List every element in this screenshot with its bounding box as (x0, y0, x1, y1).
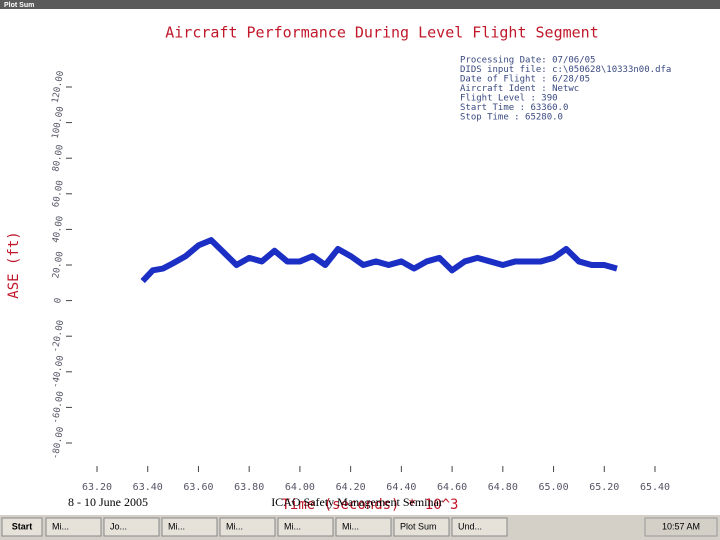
info-line: Aircraft Ident : Netwc (460, 84, 579, 94)
button-label: Jo... (110, 521, 127, 531)
y-tick-label: 100.00 (51, 106, 66, 140)
task-button[interactable]: Mi... (277, 517, 334, 537)
info-line: Date of Flight : 6/28/05 (460, 75, 590, 85)
task-button[interactable]: Mi... (161, 517, 218, 537)
button-frame (161, 517, 218, 537)
x-axis-label: Time (seconds) * 10^3 (281, 497, 458, 513)
x-tick-label: 63.80 (234, 482, 264, 493)
button-frame (1, 517, 43, 537)
button-frame (103, 517, 160, 537)
task-button[interactable]: Mi... (219, 517, 276, 537)
task-button[interactable]: Jo... (103, 517, 160, 537)
task-button[interactable]: Und... (451, 517, 508, 537)
data-line (140, 237, 618, 284)
button-label: Plot Sum (400, 521, 437, 531)
button-label: Mi... (342, 521, 359, 531)
button-label: Start (12, 521, 33, 531)
button-frame (335, 517, 392, 537)
y-tick-label: -60.00 (51, 391, 66, 425)
x-tick-label: 64.80 (488, 482, 518, 493)
title-bar (0, 0, 720, 9)
button-label: Und... (458, 521, 482, 531)
info-line: Stop Time : 65280.0 (460, 113, 563, 123)
clock: 10:57 AM (662, 521, 700, 531)
task-button[interactable]: Mi... (335, 517, 392, 537)
x-tick-label: 64.20 (336, 482, 366, 493)
y-tick-label: 40.00 (51, 215, 66, 243)
x-tick-label: 63.40 (133, 482, 163, 493)
button-label: Mi... (284, 521, 301, 531)
button-frame (393, 517, 450, 537)
x-tick-label: 64.60 (437, 482, 467, 493)
x-tick-label: 65.00 (538, 482, 568, 493)
chart-title: Aircraft Performance During Level Flight… (165, 24, 598, 42)
x-tick-label: 63.20 (82, 482, 112, 493)
tray (644, 517, 718, 537)
info-line: DIDS input file: c:\050628\10333n00.dfa (460, 65, 671, 75)
y-tick-label: 20.00 (51, 251, 66, 279)
x-tick-label: 65.40 (640, 482, 670, 493)
button-frame (219, 517, 276, 537)
y-axis-label: ASE (ft) (6, 231, 22, 298)
button-label: Mi... (168, 521, 185, 531)
x-tick-label: 64.00 (285, 482, 315, 493)
y-tick-label: 60.00 (51, 180, 66, 208)
y-tick-label: -80.00 (51, 426, 66, 460)
task-button[interactable]: Mi... (45, 517, 102, 537)
y-tick-label: -40.00 (51, 355, 66, 389)
x-tick-label: 64.40 (386, 482, 416, 493)
button-frame (451, 517, 508, 537)
footer-date: 8 - 10 June 2005 (68, 495, 148, 509)
info-line: Flight Level : 390 (460, 94, 558, 104)
y-tick-label: 120.00 (51, 70, 66, 104)
button-frame (45, 517, 102, 537)
x-tick-label: 63.60 (183, 482, 213, 493)
window-title: Plot Sum (4, 2, 34, 9)
footer-seminar: ICAO Safety Management Seminar (271, 495, 443, 509)
task-button[interactable]: Plot Sum (393, 517, 450, 537)
y-tick-label: 80.00 (51, 144, 66, 172)
button-frame (277, 517, 334, 537)
info-line: Start Time : 63360.0 (460, 103, 568, 113)
info-line: Processing Date: 07/06/05 (460, 56, 595, 66)
y-tick-label: 0 (53, 297, 64, 304)
button-label: Mi... (52, 521, 69, 531)
y-tick-label: -20.00 (51, 319, 66, 353)
button-label: Mi... (226, 521, 243, 531)
start-button[interactable]: Start (1, 517, 43, 537)
taskbar-buttons: Start Mi... Jo... Mi... Mi... Mi... Mi... Plot … (1, 517, 718, 537)
x-tick-label: 65.20 (589, 482, 619, 493)
